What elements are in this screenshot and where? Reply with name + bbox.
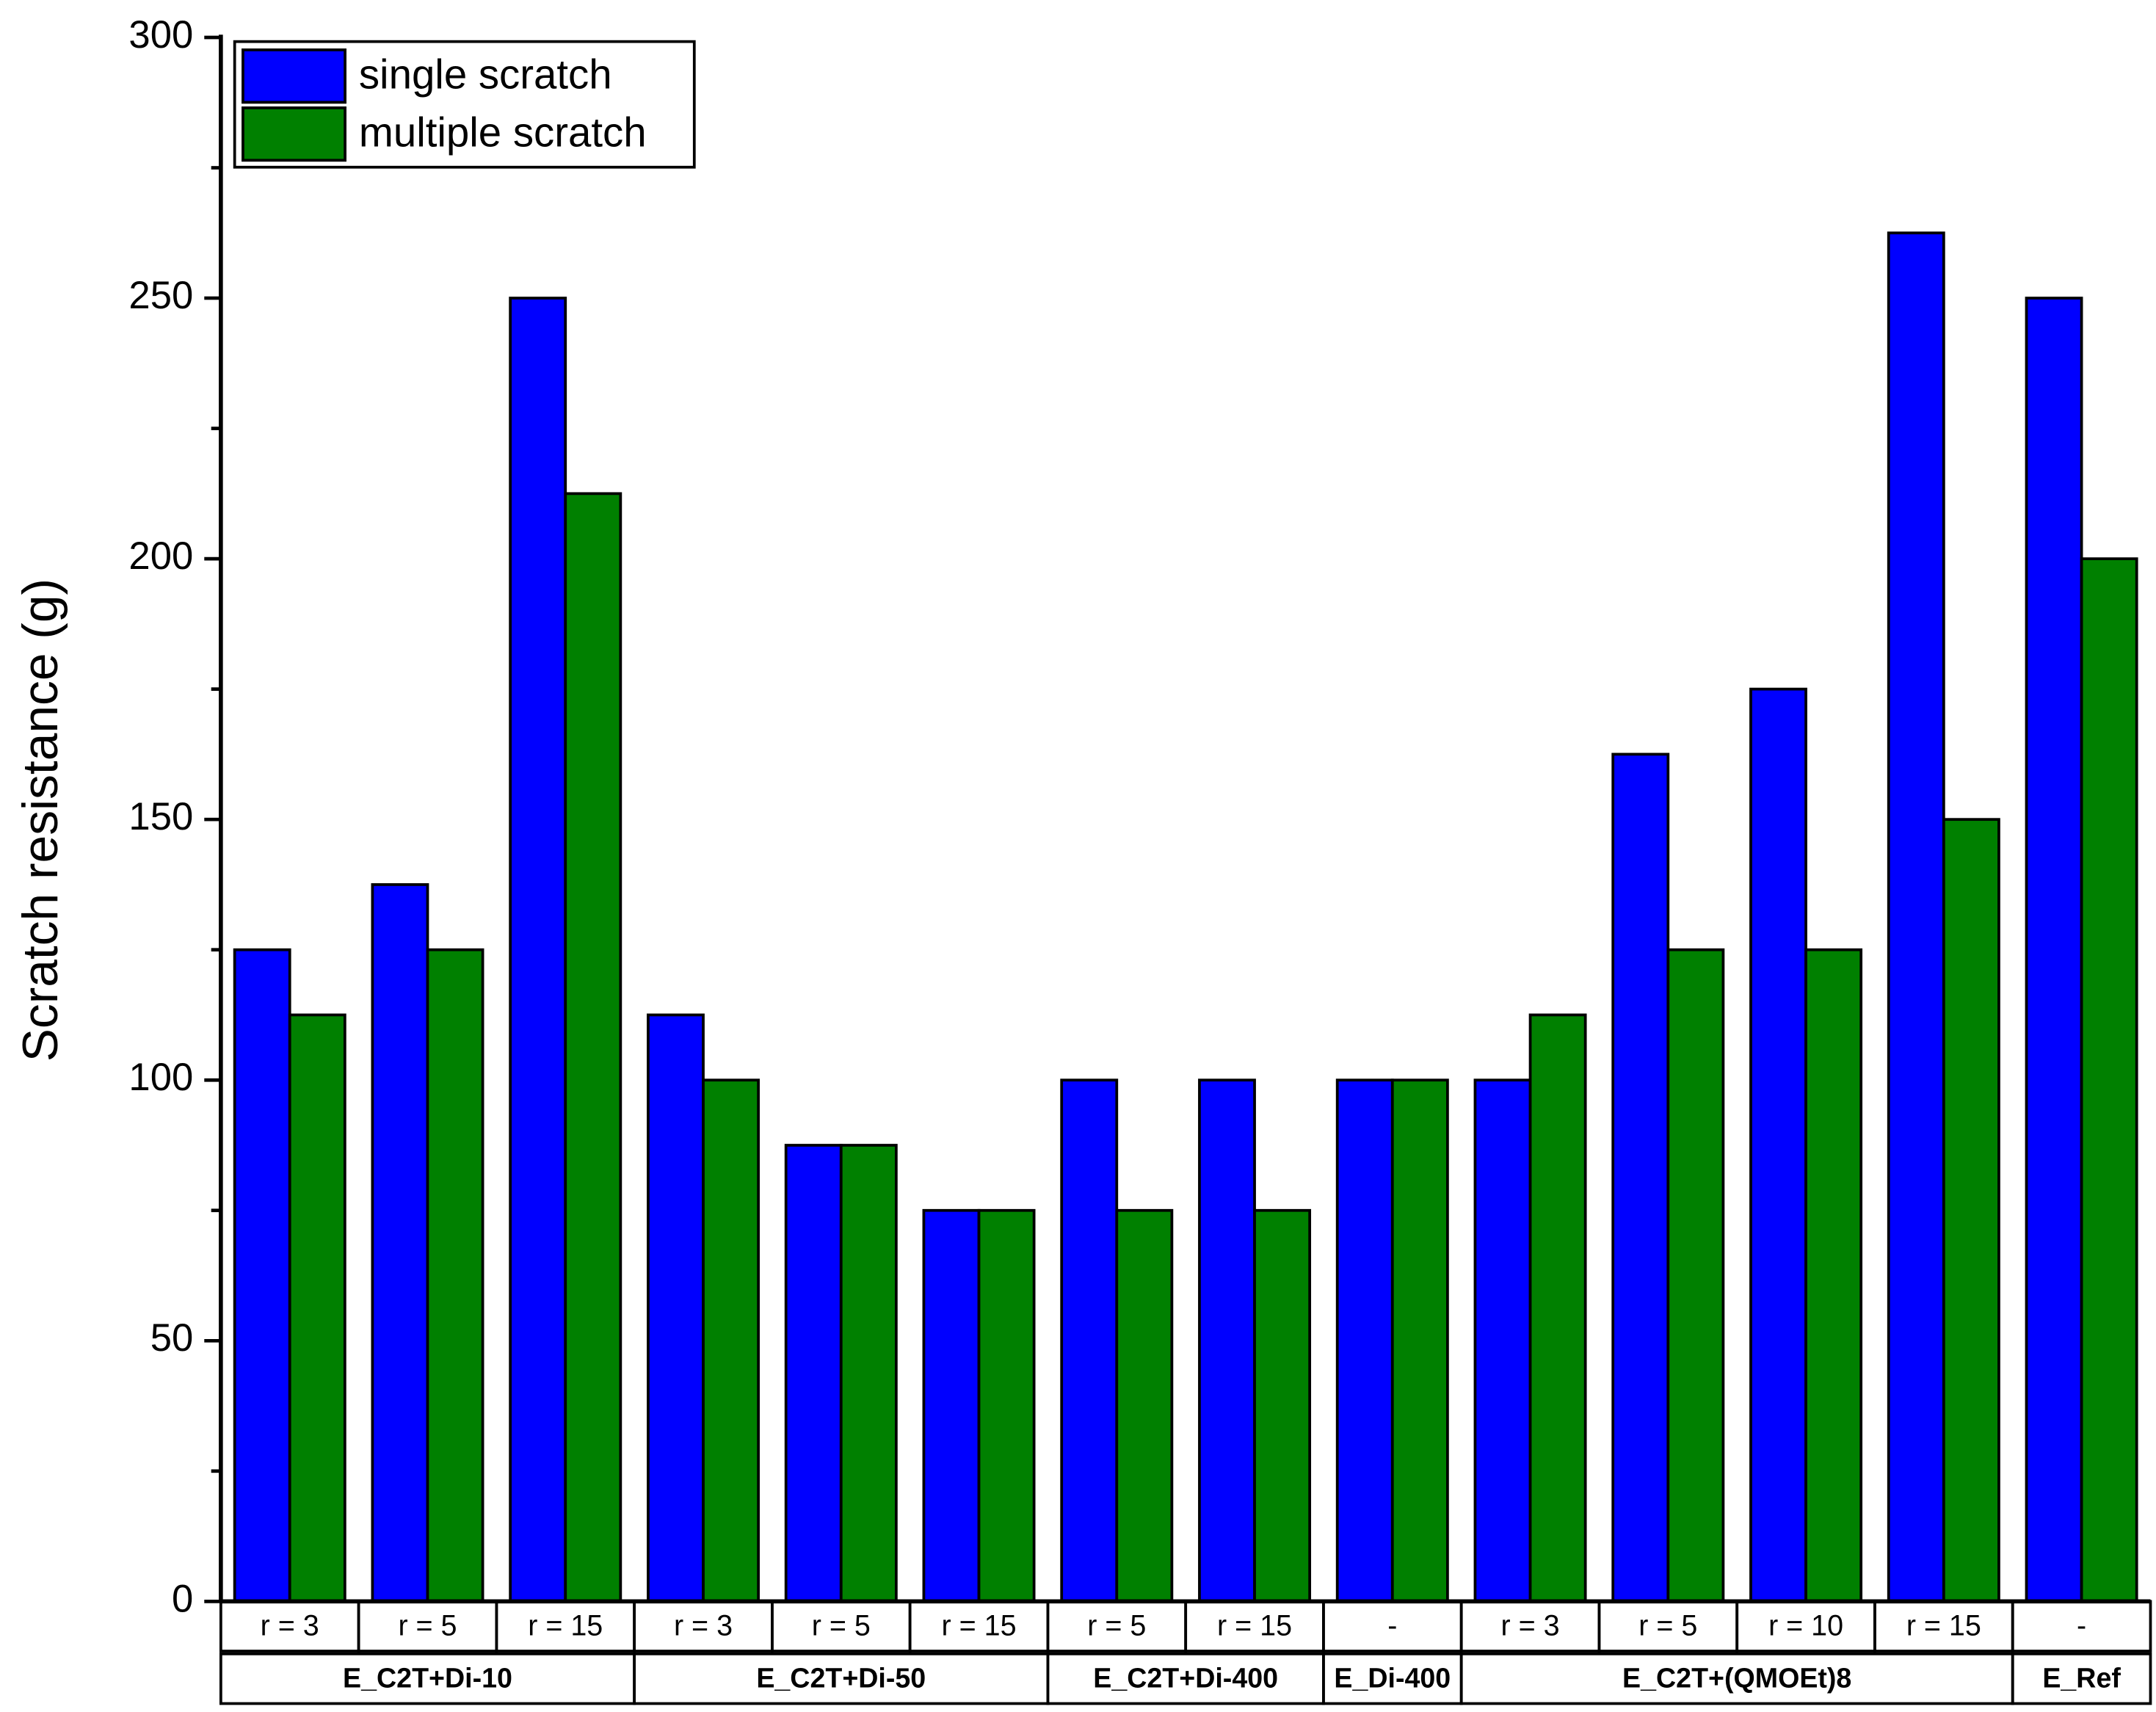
group-label: E_C2T+Di-400 [1093, 1662, 1278, 1693]
x-tick-label: r = 15 [1217, 1609, 1292, 1642]
y-tick-label: 300 [128, 13, 193, 57]
bar [1942, 818, 2000, 1603]
bar [702, 1078, 760, 1603]
bar [233, 948, 291, 1603]
x-tick-label: r = 5 [1638, 1609, 1697, 1642]
bar [1528, 1013, 1587, 1603]
bar [1060, 1078, 1119, 1603]
bar [1804, 948, 1863, 1603]
bar [288, 1013, 346, 1603]
x-tick-label: r = 5 [812, 1609, 871, 1642]
group-cell [2011, 1652, 2152, 1705]
bar [1749, 687, 1807, 1603]
bar [2025, 297, 2083, 1603]
bar [2080, 557, 2138, 1603]
y-tick-label: 100 [128, 1056, 193, 1099]
bar [509, 297, 567, 1603]
bar [1253, 1208, 1312, 1603]
x-tick-label: r = 15 [1906, 1609, 1981, 1642]
bar [1473, 1078, 1532, 1603]
bar [1390, 1078, 1449, 1603]
bar [371, 883, 429, 1603]
bar [426, 948, 484, 1603]
y-tick-label: 150 [128, 795, 193, 838]
legend-swatch [242, 48, 346, 104]
x-tick-label: r = 5 [1087, 1609, 1146, 1642]
legend-label: multiple scratch [359, 109, 647, 155]
bar [977, 1208, 1036, 1603]
x-tick-label: - [1387, 1609, 1397, 1642]
bar [647, 1013, 705, 1603]
group-label: E_C2T+(QMOEt)8 [1622, 1662, 1851, 1693]
bar [784, 1144, 843, 1603]
y-tick-label: 200 [128, 534, 193, 578]
y-tick-label: 250 [128, 274, 193, 317]
x-tick-label: r = 3 [674, 1609, 733, 1642]
x-tick-label: r = 15 [942, 1609, 1017, 1642]
bar [564, 492, 623, 1603]
x-tick-label: r = 15 [528, 1609, 603, 1642]
group-label: E_Ref [2042, 1662, 2121, 1693]
y-tick-label: 0 [172, 1577, 193, 1620]
x-tick-label: r = 3 [261, 1609, 319, 1642]
category-cell [2011, 1600, 2152, 1653]
x-tick-label: r = 3 [1501, 1609, 1560, 1642]
group-label: E_Di-400 [1334, 1662, 1451, 1693]
legend-swatch [242, 106, 346, 162]
x-tick-label: - [2077, 1609, 2086, 1642]
group-label: E_C2T+Di-50 [756, 1662, 926, 1693]
bar [839, 1144, 898, 1603]
bar [1115, 1208, 1174, 1603]
legend-label: single scratch [359, 51, 612, 97]
x-tick-label: r = 10 [1768, 1609, 1843, 1642]
bar [1887, 231, 1945, 1603]
bar [1198, 1078, 1256, 1603]
y-axis-label: Scratch resistance (g) [13, 578, 68, 1062]
bar [1666, 948, 1725, 1603]
bar [1611, 752, 1670, 1603]
x-tick-label: r = 5 [398, 1609, 457, 1642]
bar [922, 1208, 981, 1603]
group-label: E_C2T+Di-10 [343, 1662, 512, 1693]
bar [1335, 1078, 1394, 1603]
y-tick-label: 50 [150, 1316, 194, 1360]
